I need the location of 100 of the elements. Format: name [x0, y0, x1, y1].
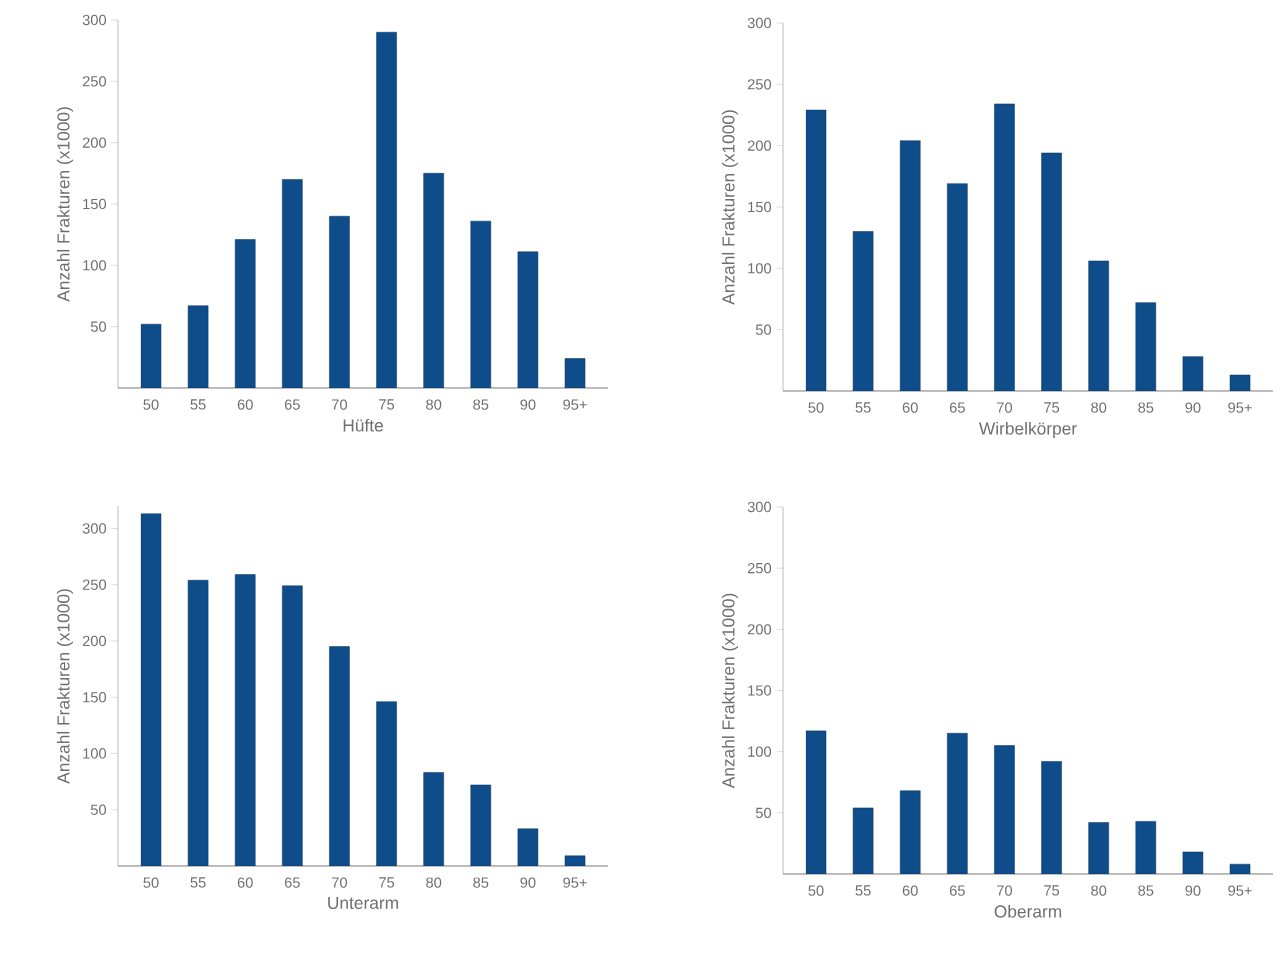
- bar: [564, 855, 586, 866]
- y-tick-label: 200: [82, 635, 107, 647]
- y-tick-label: 50: [755, 807, 772, 819]
- x-tick-label: 80: [426, 877, 442, 888]
- bar: [234, 574, 256, 866]
- x-tick-label: 55: [855, 402, 871, 413]
- bar: [423, 173, 444, 388]
- x-tick-label: 85: [1138, 402, 1154, 413]
- bar: [1182, 356, 1204, 391]
- x-tick-label: 95+: [563, 877, 587, 888]
- x-tick-label: 50: [143, 399, 159, 410]
- x-axis-title: Oberarm: [994, 904, 1062, 918]
- x-axis-title: Hüfte: [343, 418, 383, 432]
- y-tick-label: 250: [82, 76, 107, 87]
- x-tick-label: 75: [379, 399, 395, 410]
- x-tick-label: 80: [1091, 402, 1107, 413]
- y-tick-label: 150: [748, 685, 772, 696]
- bar: [1135, 302, 1157, 391]
- bar: [470, 784, 492, 866]
- x-tick-label: 50: [808, 402, 824, 413]
- x-tick-label: 95+: [1228, 402, 1252, 413]
- y-tick-label: 50: [755, 324, 772, 335]
- x-tick-label: 85: [473, 399, 489, 410]
- x-axis-title: Wirbelkörper: [978, 421, 1077, 439]
- y-tick-label: 200: [747, 140, 772, 151]
- y-tick-label: 100: [83, 260, 107, 271]
- bar: [1041, 761, 1062, 874]
- x-tick-label: 50: [808, 885, 824, 896]
- x-tick-label: 60: [902, 885, 918, 896]
- bar: [187, 579, 209, 866]
- bar: [899, 790, 921, 874]
- x-tick-label: 65: [949, 402, 965, 413]
- y-axis-title: Anzahl Frakturen (x1000): [721, 110, 739, 305]
- bar: [282, 585, 303, 866]
- bar: [899, 140, 921, 391]
- y-tick-label: 50: [90, 321, 107, 332]
- bar: [1135, 821, 1157, 874]
- y-tick-label: 200: [82, 137, 107, 148]
- y-axis-title: Anzahl Frakturen (x1000): [56, 107, 74, 302]
- x-tick-label: 75: [1044, 885, 1060, 896]
- x-tick-label: 70: [997, 885, 1013, 896]
- bar: [1088, 260, 1109, 391]
- bar: [329, 215, 350, 388]
- bar: [517, 828, 539, 866]
- x-tick-label: 50: [143, 877, 159, 888]
- x-tick-label: 60: [902, 402, 918, 413]
- y-axis-title: Anzahl Frakturen (x1000): [56, 589, 74, 784]
- x-tick-label: 90: [520, 877, 536, 888]
- x-tick-label: 55: [190, 399, 206, 410]
- y-tick-label: 150: [748, 201, 772, 213]
- y-tick-label: 200: [747, 624, 772, 635]
- x-tick-label: 75: [379, 877, 395, 888]
- bar: [282, 179, 303, 388]
- y-tick-label: 100: [748, 746, 772, 757]
- bar: [994, 103, 1015, 391]
- x-tick-label: 85: [473, 877, 489, 888]
- bar: [947, 183, 968, 391]
- x-tick-label: 70: [332, 877, 348, 888]
- x-tick-label: 70: [332, 399, 348, 410]
- y-tick-label: 250: [747, 562, 772, 574]
- x-tick-label: 55: [190, 877, 206, 888]
- bar: [1041, 152, 1062, 391]
- x-tick-label: 65: [284, 877, 300, 888]
- bar: [140, 513, 162, 866]
- y-tick-label: 100: [83, 748, 107, 759]
- bar: [994, 745, 1015, 874]
- y-tick-label: 150: [83, 692, 107, 703]
- y-tick-label: 300: [82, 523, 107, 534]
- x-tick-label: 95+: [1228, 885, 1252, 896]
- bar: [805, 109, 827, 391]
- y-tick-label: 300: [82, 14, 107, 26]
- x-tick-label: 60: [237, 399, 253, 410]
- x-tick-label: 60: [237, 877, 253, 888]
- x-tick-label: 95+: [563, 399, 587, 410]
- x-axis-title: Unterarm: [328, 896, 398, 909]
- bar: [329, 646, 350, 866]
- x-tick-label: 90: [1185, 885, 1201, 896]
- x-tick-label: 80: [1091, 885, 1107, 896]
- bar: [1229, 374, 1251, 391]
- x-tick-label: 85: [1138, 885, 1154, 896]
- y-tick-label: 300: [747, 501, 772, 513]
- bar: [947, 733, 968, 874]
- y-tick-label: 250: [747, 79, 772, 90]
- bar: [1088, 822, 1109, 874]
- y-tick-label: 250: [82, 579, 107, 590]
- bar: [376, 701, 397, 866]
- x-tick-label: 55: [855, 885, 871, 896]
- x-tick-label: 65: [284, 399, 300, 410]
- y-axis-title: Anzahl Frakturen (x1000): [721, 593, 739, 789]
- y-tick-label: 300: [747, 17, 772, 29]
- bar: [376, 31, 397, 388]
- x-tick-label: 75: [1044, 402, 1060, 413]
- bar: [234, 239, 256, 388]
- y-tick-label: 150: [83, 198, 107, 210]
- x-tick-label: 65: [949, 885, 965, 896]
- x-tick-label: 70: [997, 402, 1013, 413]
- x-tick-label: 90: [1185, 402, 1201, 413]
- x-tick-label: 90: [520, 399, 536, 410]
- x-tick-label: 80: [426, 399, 442, 410]
- y-tick-label: 100: [748, 263, 772, 274]
